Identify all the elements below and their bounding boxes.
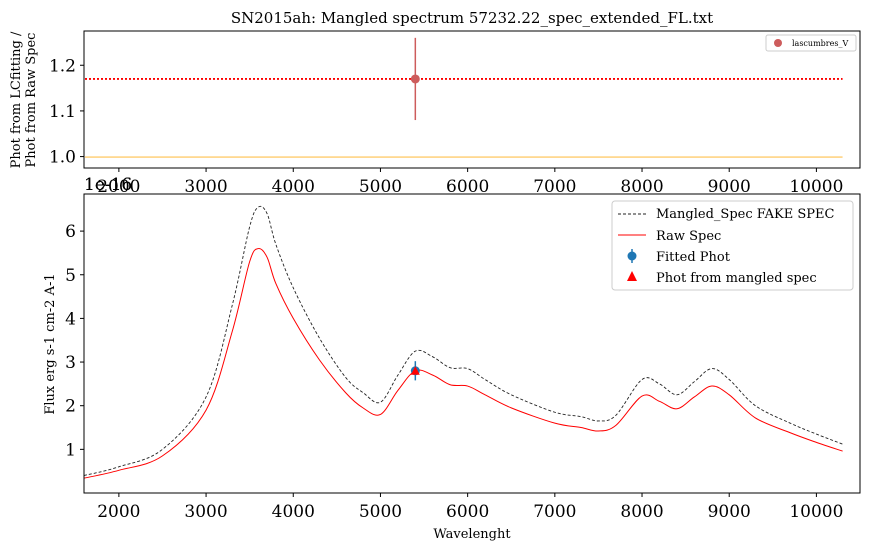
bottom-y-tick-label: 2 <box>65 397 76 417</box>
top-offset-text: 1e-16 <box>84 175 132 195</box>
top-legend-label: lascumbres_V <box>792 39 848 48</box>
bottom-x-tick-label: 10000 <box>789 502 843 522</box>
bottom-y-tick-label: 3 <box>65 353 76 373</box>
top-x-tick-label: 4000 <box>272 177 315 197</box>
top-legend-box <box>765 34 857 52</box>
bottom-x-tick-label: 3000 <box>184 502 227 522</box>
phot-from-mangled-point <box>410 366 420 375</box>
top-axes-frame <box>83 30 861 169</box>
bottom-y-tick-label: 6 <box>65 222 76 242</box>
bottom-panel: 2000 3000 4000 5000 6000 7000 8000 9000 10000 1 2 3… <box>43 175 861 542</box>
bottom-y-axis-label: Flux erg s-1 cm-2 A-1 <box>43 273 58 414</box>
top-y-tick-label: 1.2 <box>49 56 76 76</box>
top-x-tick-label: 9000 <box>708 177 751 197</box>
series-raw-spec <box>83 247 843 479</box>
top-legend: lascumbres_V <box>765 34 857 52</box>
top-legend-marker <box>774 39 782 47</box>
top-y-axis-label-line2: Phot from Raw Spec <box>24 33 39 168</box>
top-plot-area: 2000 3000 4000 5000 6000 7000 8000 9000 10000 1.0… <box>49 37 843 197</box>
top-x-tick-label: 6000 <box>446 177 489 197</box>
legend-swatch-fitted <box>627 251 637 261</box>
bottom-x-tick-label: 4000 <box>272 502 315 522</box>
top-x-tick-label: 7000 <box>533 177 576 197</box>
top-y-tick-label: 1.1 <box>49 102 76 122</box>
bottom-x-tick-label: 8000 <box>620 502 663 522</box>
bottom-y-tick-label: 1 <box>65 440 76 460</box>
top-x-tick-label: 8000 <box>620 177 663 197</box>
legend-swatch-phot-mangled <box>627 271 637 281</box>
bottom-x-tick-label: 5000 <box>359 502 402 522</box>
top-y-tick-label: 1.0 <box>49 148 76 168</box>
bottom-y-tick-label: 5 <box>65 266 76 286</box>
top-data-point <box>410 74 420 84</box>
bottom-x-axis-label: Wavelenght <box>433 527 511 542</box>
bottom-y-tick-label: 4 <box>65 309 76 329</box>
bottom-legend: Mangled_Spec FAKE SPEC Raw Spec Fitted P… <box>611 200 854 291</box>
legend-label-fitted: Fitted Phot <box>656 250 731 265</box>
top-x-tick-label: 3000 <box>184 177 227 197</box>
bottom-legend-box <box>611 200 854 291</box>
bottom-x-tick-label: 9000 <box>708 502 751 522</box>
top-panel: SN2015ah: Mangled spectrum 57232.22_spec… <box>9 9 861 197</box>
bottom-x-tick-label: 2000 <box>97 502 140 522</box>
legend-label-phot-mangled: Phot from mangled spec <box>656 271 817 286</box>
bottom-x-tick-label: 7000 <box>533 502 576 522</box>
legend-label-mangled: Mangled_Spec FAKE SPEC <box>656 207 835 222</box>
bottom-plot-area: 2000 3000 4000 5000 6000 7000 8000 9000 10000 1 2 3… <box>65 205 843 522</box>
series-mangled-spec <box>83 205 843 476</box>
top-x-tick-label: 5000 <box>359 177 402 197</box>
legend-label-raw: Raw Spec <box>656 229 721 244</box>
bottom-axes-frame <box>83 193 861 494</box>
bottom-x-tick-label: 6000 <box>446 502 489 522</box>
bottom-offset-text: 1e-16 <box>84 175 132 195</box>
top-x-tick-label: 2000 <box>97 177 140 197</box>
top-y-axis-label-line1: Phot from LCfitting / <box>9 31 24 168</box>
top-chart-title: SN2015ah: Mangled spectrum 57232.22_spec… <box>231 9 713 27</box>
top-x-tick-label: 10000 <box>789 177 843 197</box>
